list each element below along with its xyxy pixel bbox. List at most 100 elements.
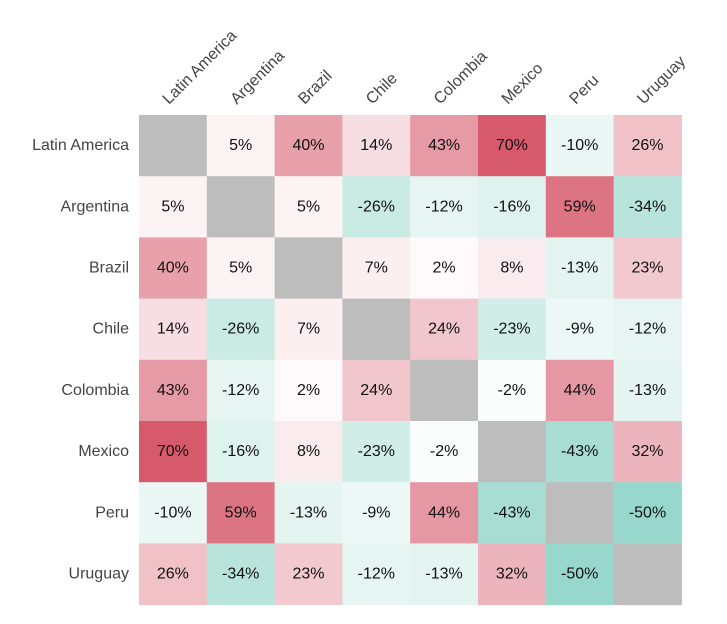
heatmap-cell-brazil-argentina [206, 237, 276, 300]
cell-value-label: 23% [292, 566, 324, 583]
row-label-chile: Chile [93, 321, 130, 338]
cell-value-label: 59% [225, 504, 257, 521]
heatmap-cell-argentina-mexico [478, 176, 547, 238]
heatmap-cells: 5% 40% 14% 43% 70% -10% 26% 5% 5% -26% -12% -16% 59%… [139, 115, 682, 606]
cell-value-label: -9% [362, 504, 390, 521]
heatmap-cell-latin-america-chile [342, 115, 411, 177]
cell-value-label: -26% [222, 321, 259, 338]
cell-value-label: 5% [161, 198, 184, 215]
heatmap-cell-latin-america-brazil [274, 115, 343, 177]
heatmap-cell-latin-america-uruguay [613, 115, 682, 177]
diagonal-mask-cell [139, 115, 208, 177]
cell-value-label: 70% [157, 443, 189, 460]
cell-value-label: -13% [561, 260, 598, 277]
heatmap-cell-peru-argentina [206, 482, 276, 544]
heatmap-cell-latin-america-peru [545, 115, 615, 177]
column-label-uruguay: Uruguay [634, 53, 689, 108]
column-label-chile: Chile [363, 70, 401, 108]
heatmap-cell-argentina-uruguay [613, 176, 682, 238]
cell-value-label: 24% [360, 382, 392, 399]
heatmap-cell-peru-mexico [478, 482, 547, 544]
heatmap-cell-chile-argentina [206, 298, 276, 361]
cell-value-label: -9% [565, 321, 593, 338]
heatmap-cell-colombia-uruguay [613, 359, 682, 422]
heatmap-cell-peru-chile [342, 482, 411, 544]
row-labels: Latin America Argentina Brazil Chile Colombi… [32, 137, 129, 582]
cell-value-label: 14% [360, 137, 392, 154]
cell-value-label: 44% [564, 382, 596, 399]
cell-value-label: 14% [157, 321, 189, 338]
heatmap-cell-mexico-peru [545, 421, 615, 483]
cell-value-label: 5% [229, 137, 252, 154]
row-label-mexico: Mexico [78, 443, 129, 460]
cell-value-label: 59% [564, 198, 596, 215]
cell-value-label: 70% [496, 137, 528, 154]
column-label-mexico: Mexico [499, 60, 547, 108]
heatmap-cell-argentina-peru [545, 176, 615, 238]
heatmap-cell-argentina-chile [342, 176, 411, 238]
cell-value-label: -12% [222, 382, 259, 399]
heatmap-cell-chile-latin-america [139, 298, 208, 361]
cell-value-label: -13% [425, 566, 462, 583]
heatmap-cell-peru-latin-america [139, 482, 208, 544]
heatmap-cell-colombia-brazil [274, 359, 343, 422]
cell-value-label: -13% [629, 382, 666, 399]
cell-value-label: -10% [561, 137, 598, 154]
diagonal-mask-cell [342, 298, 411, 361]
cell-value-label: -2% [430, 443, 458, 460]
cell-value-label: 8% [297, 443, 320, 460]
heatmap-cell-colombia-peru [545, 359, 615, 422]
cell-value-label: -34% [222, 566, 259, 583]
cell-value-label: -50% [561, 566, 598, 583]
diagonal-mask-cell [274, 237, 343, 300]
heatmap-cell-brazil-chile [342, 237, 411, 300]
heatmap-cell-uruguay-argentina [206, 543, 276, 606]
cell-value-label: 32% [496, 566, 528, 583]
heatmap-cell-peru-colombia [410, 482, 479, 544]
column-label-brazil: Brazil [295, 68, 335, 108]
cell-value-label: 40% [292, 137, 324, 154]
heatmap-cell-chile-brazil [274, 298, 343, 361]
heatmap-cell-uruguay-colombia [410, 543, 479, 606]
diagonal-mask-cell [613, 543, 682, 606]
heatmap-cell-uruguay-mexico [478, 543, 547, 606]
heatmap-cell-latin-america-colombia [410, 115, 479, 177]
cell-value-label: 40% [157, 260, 189, 277]
heatmap-cell-colombia-latin-america [139, 359, 208, 422]
heatmap-cell-uruguay-brazil [274, 543, 343, 606]
cell-value-label: 2% [297, 382, 320, 399]
row-label-latin-america: Latin America [32, 137, 129, 154]
heatmap-cell-mexico-uruguay [613, 421, 682, 483]
cell-value-label: -12% [425, 198, 462, 215]
cell-value-label: 44% [428, 504, 460, 521]
heatmap-cell-chile-peru [545, 298, 615, 361]
cell-value-label: -13% [290, 504, 327, 521]
cell-value-label: 2% [433, 260, 456, 277]
cell-value-label: 32% [631, 443, 663, 460]
heatmap-cell-brazil-peru [545, 237, 615, 300]
heatmap-cell-colombia-mexico [478, 359, 547, 422]
cell-value-label: -34% [629, 198, 666, 215]
heatmap-cell-brazil-colombia [410, 237, 479, 300]
heatmap-cell-peru-brazil [274, 482, 343, 544]
cell-value-label: 26% [157, 566, 189, 583]
cell-value-label: -23% [358, 443, 395, 460]
heatmap-cell-mexico-latin-america [139, 421, 208, 483]
cell-value-label: -16% [493, 198, 530, 215]
cell-value-label: 23% [631, 260, 663, 277]
cell-value-label: -43% [493, 504, 530, 521]
row-label-uruguay: Uruguay [69, 566, 129, 583]
heatmap-cell-chile-uruguay [613, 298, 682, 361]
heatmap-cell-argentina-brazil [274, 176, 343, 238]
heatmap-cell-uruguay-peru [545, 543, 615, 606]
diagonal-mask-cell [545, 482, 615, 544]
cell-value-label: 7% [297, 321, 320, 338]
heatmap-cell-mexico-colombia [410, 421, 479, 483]
heatmap-cell-brazil-mexico [478, 237, 547, 300]
cell-value-label: 5% [297, 198, 320, 215]
diagonal-mask-cell [478, 421, 547, 483]
heatmap-cell-argentina-colombia [410, 176, 479, 238]
row-label-brazil: Brazil [89, 260, 129, 277]
